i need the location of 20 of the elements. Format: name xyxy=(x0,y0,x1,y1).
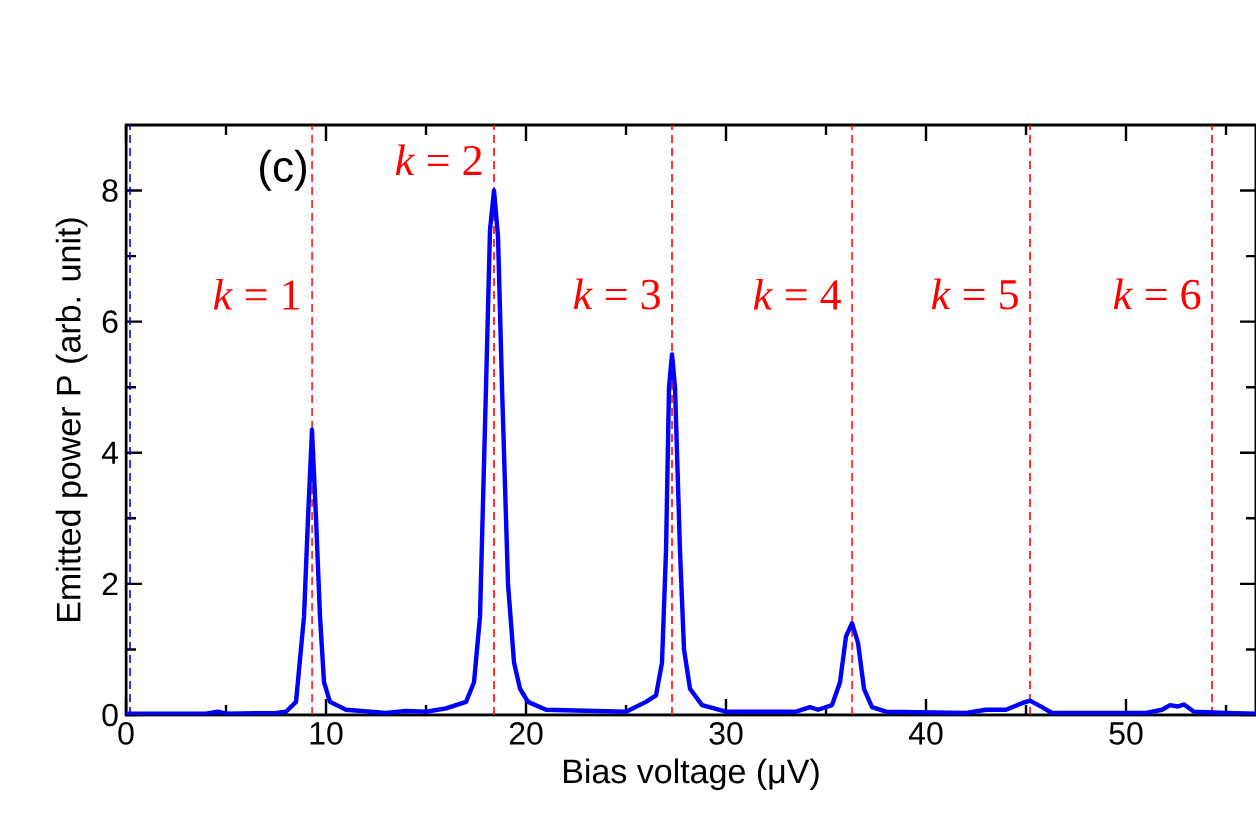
y-axis-title: Emitted power P (arb. unit) xyxy=(55,218,88,621)
annotation: (c) xyxy=(260,149,306,191)
annotation: k = 6 xyxy=(1113,278,1201,310)
y-tick-label: 4 xyxy=(101,441,118,464)
y-tick-label: 8 xyxy=(102,179,118,202)
y-tick-label: 0 xyxy=(102,703,118,727)
annotation: k = 4 xyxy=(753,278,841,310)
y-tick-label: 6 xyxy=(102,310,118,333)
x-tick-label: 40 xyxy=(908,722,943,745)
x-tick-label: 30 xyxy=(709,722,743,745)
annotation: k = 2 xyxy=(395,144,482,176)
annotation: k = 5 xyxy=(931,278,1018,310)
x-tick-label: 10 xyxy=(310,722,343,745)
x-tick-label: 50 xyxy=(1109,722,1143,745)
y-tick-label: 2 xyxy=(102,572,118,596)
x-tick-label: 20 xyxy=(509,722,543,745)
x-tick-label: 0 xyxy=(118,722,134,745)
x-axis-title: Bias voltage (μV) xyxy=(564,758,819,791)
annotation: k = 1 xyxy=(213,278,299,310)
annotation: k = 3 xyxy=(573,278,660,310)
